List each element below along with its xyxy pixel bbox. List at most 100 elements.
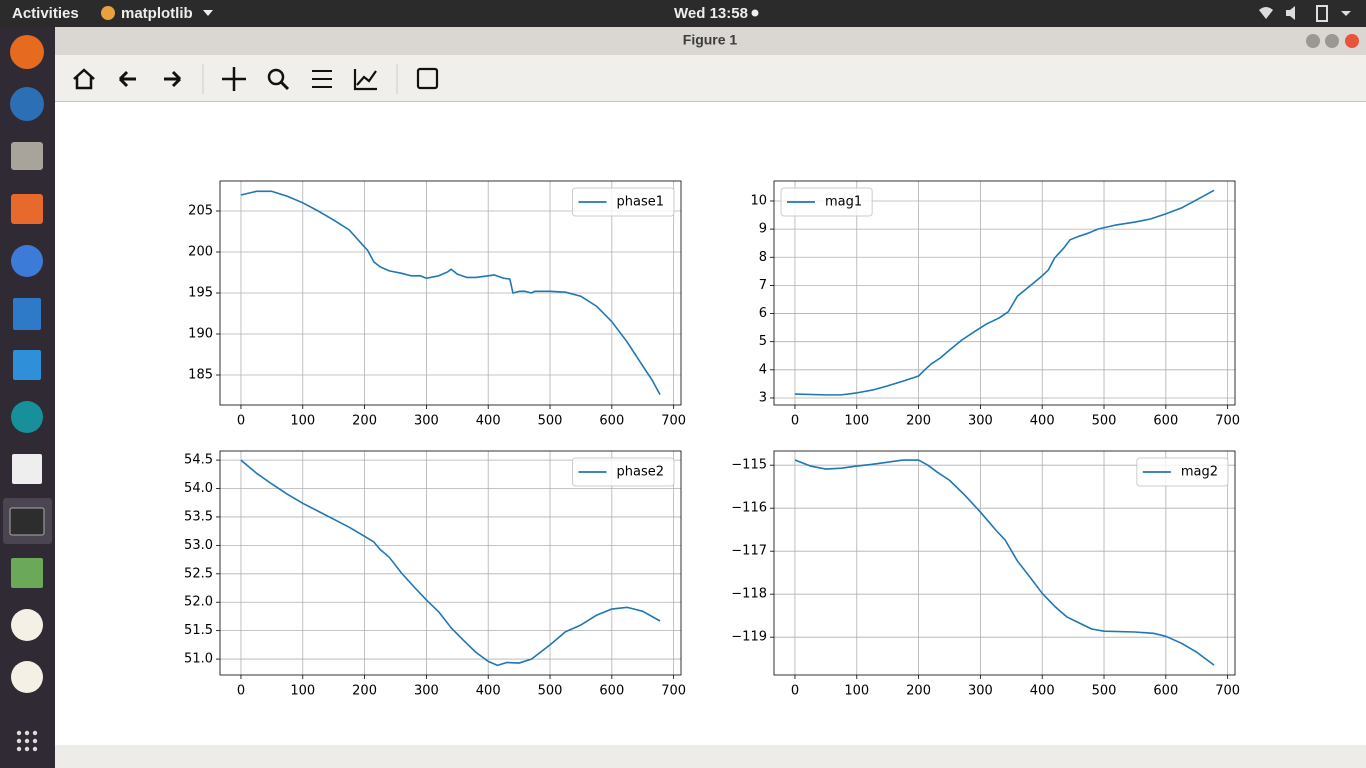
x-tick-label: 300 <box>414 684 439 699</box>
app-icon <box>101 6 115 20</box>
thunderbird[interactable] <box>10 87 44 121</box>
x-tick-label: 700 <box>1215 684 1240 699</box>
app-1[interactable] <box>11 609 43 641</box>
legend: phase1 <box>572 187 675 217</box>
axes-frame <box>219 450 682 676</box>
data-line <box>240 190 661 396</box>
y-tick-label: −119 <box>731 630 767 645</box>
legend-label: mag2 <box>1181 465 1218 480</box>
x-tick-label: 400 <box>476 684 501 699</box>
forward-button[interactable] <box>164 70 182 88</box>
app-menu[interactable]: matplotlib <box>121 5 193 22</box>
x-tick-label: 100 <box>844 414 869 429</box>
legend: phase2 <box>572 457 675 487</box>
terminal[interactable] <box>9 507 45 536</box>
clock[interactable]: Wed 13:58 <box>674 5 748 22</box>
dock <box>0 27 55 768</box>
axes-frame <box>773 450 1236 676</box>
x-tick-label: 600 <box>599 684 624 699</box>
app-2[interactable] <box>11 661 43 693</box>
app-menu-arrow <box>203 10 213 16</box>
show-apps[interactable] <box>16 730 38 752</box>
wifi-icon[interactable] <box>1259 7 1273 19</box>
y-tick-label: 53.0 <box>184 538 213 553</box>
x-tick-label: 500 <box>1092 414 1117 429</box>
x-tick-label: 600 <box>599 414 624 429</box>
minimize[interactable] <box>1306 34 1320 48</box>
x-tick-label: 100 <box>844 684 869 699</box>
firefox[interactable] <box>10 35 44 69</box>
axes-frame <box>219 180 682 406</box>
arduino[interactable] <box>11 401 43 433</box>
y-tick-label: −116 <box>731 501 767 516</box>
battery-icon[interactable] <box>1316 5 1328 22</box>
y-tick-label: −115 <box>731 458 767 473</box>
x-tick-label: 700 <box>661 684 686 699</box>
top-bar <box>0 0 1366 27</box>
y-tick-label: −117 <box>731 544 767 559</box>
figure-canvas <box>55 102 1366 745</box>
writer[interactable] <box>13 298 41 330</box>
x-tick-label: 400 <box>1030 414 1055 429</box>
x-tick-label: 600 <box>1153 414 1178 429</box>
files[interactable] <box>11 142 43 170</box>
pan-button[interactable] <box>222 67 246 91</box>
y-tick-label: 51.5 <box>184 623 213 638</box>
zoom-button[interactable] <box>267 68 285 86</box>
legend-box <box>572 187 675 217</box>
x-tick-label: 0 <box>237 414 245 429</box>
x-tick-label: 500 <box>538 684 563 699</box>
legend: mag2 <box>1136 457 1229 487</box>
y-tick-label: −118 <box>731 587 767 602</box>
toolbar <box>55 55 1366 102</box>
close[interactable] <box>1345 34 1359 48</box>
system-menu[interactable] <box>1341 11 1351 16</box>
activities[interactable]: Activities <box>12 5 79 22</box>
legend-label: mag1 <box>825 195 862 210</box>
x-tick-label: 200 <box>352 414 377 429</box>
y-tick-label: 52.5 <box>184 566 213 581</box>
editor[interactable] <box>12 454 42 484</box>
subplot: 0 100 200 300 400 500 600 700 51.0 51.5 52.0 52.5 53… <box>184 450 686 699</box>
axes-frame <box>773 180 1236 406</box>
legend: mag1 <box>780 187 873 217</box>
help[interactable] <box>11 245 43 277</box>
y-tick-label: 190 <box>188 326 213 341</box>
x-tick-label: 500 <box>1092 684 1117 699</box>
save-button[interactable] <box>416 67 439 90</box>
x-tick-label: 700 <box>1215 414 1240 429</box>
legend-label: phase2 <box>617 465 665 480</box>
axes-button[interactable] <box>353 69 377 91</box>
x-tick-label: 0 <box>237 684 245 699</box>
back-button[interactable] <box>118 70 136 88</box>
subplot: 0 100 200 300 400 500 600 700 3 4 5 6 7 8 9 10 mag1 <box>750 180 1240 429</box>
volume-icon[interactable] <box>1286 6 1295 20</box>
x-tick-label: 100 <box>290 414 315 429</box>
x-tick-label: 200 <box>906 684 931 699</box>
legend-box <box>1136 457 1229 487</box>
y-tick-label: 185 <box>188 367 213 382</box>
image-viewer[interactable] <box>11 558 43 588</box>
y-tick-label: 205 <box>188 204 213 219</box>
maximize[interactable] <box>1325 34 1339 48</box>
x-tick-label: 300 <box>968 684 993 699</box>
y-tick-label: 54.5 <box>184 453 213 468</box>
legend-box <box>572 457 675 487</box>
status-bar <box>55 745 1366 768</box>
title-bar <box>55 27 1366 55</box>
notification-dot <box>751 9 759 17</box>
y-tick-label: 9 <box>759 222 767 237</box>
vscode[interactable] <box>13 350 41 380</box>
home-button[interactable] <box>73 68 95 90</box>
y-tick-label: 8 <box>759 250 767 265</box>
subplots-button[interactable] <box>312 70 332 88</box>
x-tick-label: 400 <box>476 414 501 429</box>
software[interactable] <box>11 194 43 224</box>
subplot: 0 100 200 300 400 500 600 700 −119 −118 −117 −116 −1… <box>731 450 1240 699</box>
x-tick-label: 300 <box>414 414 439 429</box>
x-tick-label: 500 <box>538 414 563 429</box>
y-tick-label: 5 <box>759 334 767 349</box>
y-tick-label: 10 <box>750 193 767 208</box>
x-tick-label: 300 <box>968 414 993 429</box>
